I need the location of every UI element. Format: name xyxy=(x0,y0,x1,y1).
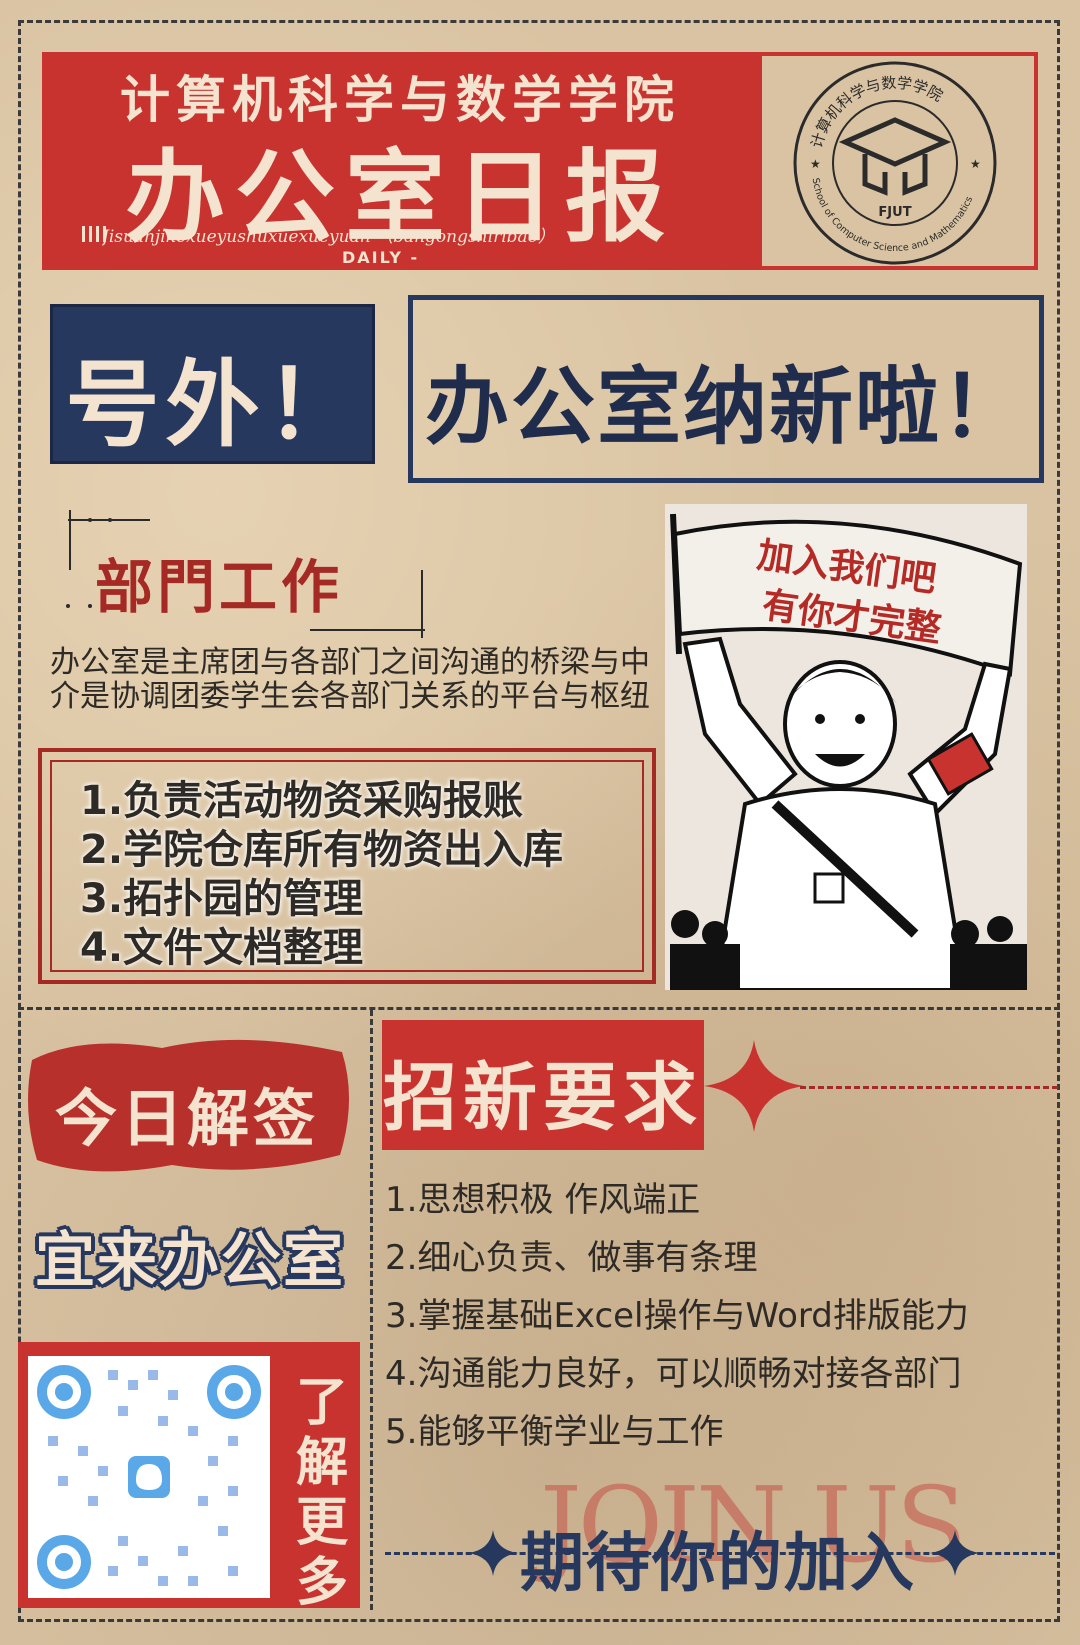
department-title: 部門工作 xyxy=(95,553,344,621)
requirement-item: 5.能够平衡学业与工作 xyxy=(385,1412,724,1452)
college-name: 计算机科学与数学学院 xyxy=(120,71,680,129)
outer-frame xyxy=(18,20,1060,1622)
learn-more-char: 多 xyxy=(296,1552,349,1613)
join-us-watermark: JOIN US xyxy=(540,1464,967,1586)
requirement-item: 4.沟通能力良好，可以顺畅对接各部门 xyxy=(385,1354,962,1394)
column-divider xyxy=(370,1010,373,1610)
qr-code-pattern xyxy=(37,1365,261,1589)
learn-more-char: 更 xyxy=(296,1492,349,1553)
svg-text:FJUT: FJUT xyxy=(878,205,911,220)
learn-more-char: 解 xyxy=(296,1432,349,1493)
requirements-dash-line xyxy=(800,1086,1058,1089)
svg-text:★: ★ xyxy=(810,157,821,171)
seal-frame xyxy=(758,52,1038,270)
svg-text:★: ★ xyxy=(970,157,981,171)
duties-inner-frame: 1.负责活动物资采购报账 2.学院仓库所有物资出入库 3.拓扑园的管理 4.文件… xyxy=(50,760,644,972)
diamond-left-icon xyxy=(468,1530,518,1576)
duty-item: 4.文件文档整理 xyxy=(80,925,364,971)
recruit-headline: 办公室纳新啦！ xyxy=(424,358,1027,456)
requirements-title-box xyxy=(382,1020,704,1150)
requirement-item: 3.掌握基础Excel操作与Word排版能力 xyxy=(385,1296,969,1336)
svg-text:计算机科学与数学学院: 计算机科学与数学学院 xyxy=(808,74,946,150)
cheering-person-image: 加入我们吧 有你才完整 xyxy=(670,513,1027,990)
stripe-decoration xyxy=(82,226,106,242)
title-bracket-decoration xyxy=(66,510,425,638)
requirement-item: 2.细心负责、做事有条理 xyxy=(385,1238,758,1278)
diamond-right-icon xyxy=(930,1530,980,1576)
footer-dash-line xyxy=(385,1552,1055,1555)
extra-headline: 号外！ xyxy=(65,351,366,460)
fortune-brush-background xyxy=(28,1039,350,1172)
await-slogan: 期待你的加入 xyxy=(520,1527,916,1601)
fortune-title: 今日解签 xyxy=(54,1082,319,1155)
newspaper-title: 办公室日报 xyxy=(125,139,675,256)
duty-item: 2.学院仓库所有物资出入库 xyxy=(80,827,564,873)
duty-item: 1.负责活动物资采购报账 xyxy=(80,778,524,824)
duties-box: 1.负责活动物资采购报账 2.学院仓库所有物资出入库 3.拓扑园的管理 4.文件… xyxy=(38,748,656,984)
daily-label: DAILY - xyxy=(342,248,420,267)
learn-more-char: 了 xyxy=(296,1372,349,1433)
department-description: 办公室是主席团与各部门之间沟通的桥梁与中介是协调团委学生会各部门关系的平台与枢纽 xyxy=(50,645,650,714)
pinyin-subtitle: Jisuanjikexueyushuxuexueyuan （bangongshi… xyxy=(102,227,555,247)
recruit-banner: 办公室纳新啦！ xyxy=(408,295,1044,483)
college-seal-logo: 计算机科学与数学学院 School of Computer Science an… xyxy=(793,61,997,265)
extra-banner: 号外！ xyxy=(50,304,375,464)
diamond-ornament-icon xyxy=(704,1040,804,1132)
fortune-verdict: 宜来办公室 xyxy=(35,1226,345,1296)
propaganda-illustration: 加入我们吧 有你才完整 xyxy=(665,504,1027,990)
section-divider xyxy=(18,1007,1060,1010)
qr-code[interactable] xyxy=(28,1356,270,1598)
duty-item: 3.拓扑园的管理 xyxy=(80,876,364,922)
requirement-item: 1.思想积极 作风端正 xyxy=(385,1180,701,1220)
requirements-title: 招新要求 xyxy=(383,1055,703,1141)
masthead: 计算机科学与数学学院 办公室日报 Jisuanjikexueyushuxuexu… xyxy=(42,52,758,270)
